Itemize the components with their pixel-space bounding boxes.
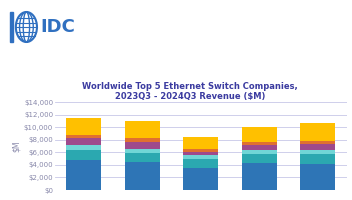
Bar (66, 135, 101, 138)
Bar (300, 144, 335, 150)
Text: 2023Q3 - 2024Q3 Revenue ($M): 2023Q3 - 2024Q3 Revenue ($M) (115, 92, 265, 101)
Bar (125, 149, 160, 153)
Y-axis label: $M: $M (12, 140, 21, 152)
Bar (66, 138, 101, 145)
Bar (125, 162, 160, 190)
Bar (300, 141, 335, 144)
Bar (183, 149, 218, 152)
Bar (300, 164, 335, 190)
Bar (183, 168, 218, 190)
Bar (125, 153, 160, 162)
Bar (125, 121, 160, 138)
Bar (241, 163, 277, 190)
Bar (183, 137, 218, 149)
Bar (183, 152, 218, 155)
Bar (183, 155, 218, 159)
Bar (241, 154, 277, 163)
Bar (300, 150, 335, 154)
Bar (66, 160, 101, 190)
Bar (300, 123, 335, 141)
Bar (66, 118, 101, 135)
Bar (241, 145, 277, 150)
Bar (66, 145, 101, 150)
Text: IDC: IDC (40, 18, 75, 36)
Bar (183, 159, 218, 168)
Bar (300, 154, 335, 164)
Bar (66, 150, 101, 160)
Bar (241, 127, 277, 142)
Bar (241, 142, 277, 145)
Text: Worldwide Top 5 Ethernet Switch Companies,: Worldwide Top 5 Ethernet Switch Companie… (82, 82, 298, 91)
Bar (125, 142, 160, 149)
Bar (241, 150, 277, 154)
Bar (125, 138, 160, 142)
